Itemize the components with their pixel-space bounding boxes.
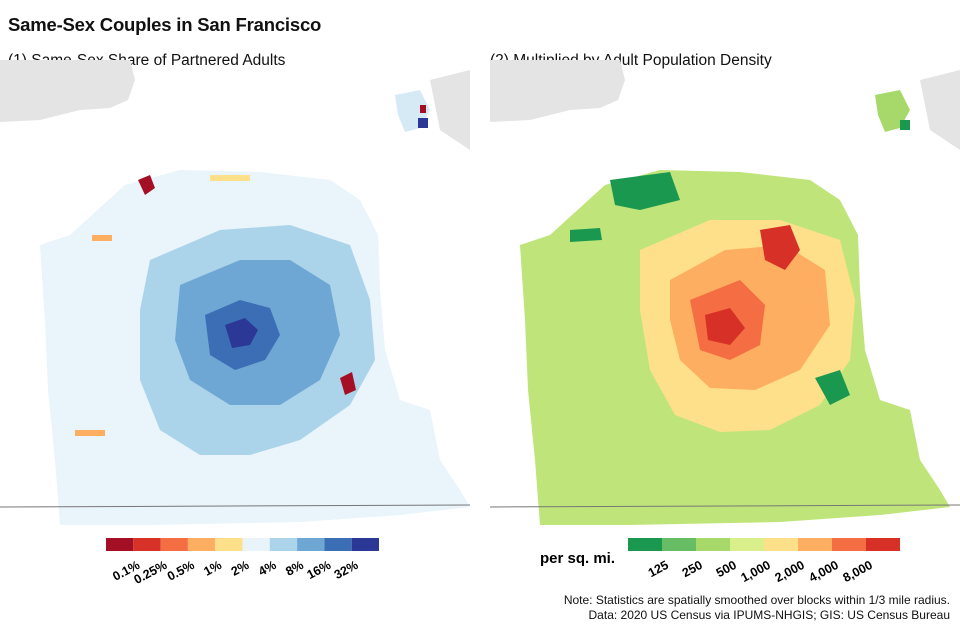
- legend-swatch: [764, 538, 798, 551]
- background-land: [490, 60, 960, 150]
- chart-title: Same-Sex Couples in San Francisco: [8, 14, 322, 35]
- legend-share: 0.1%0.25%0.5% 1% 2% 4% 8%16%32%: [106, 538, 379, 587]
- legend-tick-label: 250: [680, 558, 705, 580]
- county-line: [490, 504, 960, 508]
- legend-tick-label: 16%: [305, 558, 334, 582]
- legend-swatch: [832, 538, 866, 551]
- legend-tick-label: 2%: [229, 558, 252, 579]
- share-gradient: [140, 225, 375, 455]
- background-land: [0, 60, 470, 150]
- accent-blocks: [570, 172, 850, 405]
- map-density-weighted: [490, 60, 960, 525]
- legend-swatch: [662, 538, 696, 551]
- density-gradient: [640, 220, 855, 432]
- legend-tick-label: 8%: [283, 558, 306, 579]
- legend-tick-label: 4%: [256, 558, 279, 579]
- legend-swatch: [324, 538, 352, 551]
- legend-swatch: [133, 538, 161, 551]
- legend-tick-label: 0.5%: [165, 558, 197, 584]
- legend-swatch: [269, 538, 298, 551]
- legend-swatch: [242, 538, 270, 551]
- legend-swatch: [798, 538, 832, 551]
- legend-tick-label: 500: [714, 558, 739, 580]
- legend-tick-label: 1,000: [739, 558, 773, 585]
- legend-swatch: [297, 538, 325, 551]
- legend-swatch: [106, 538, 134, 551]
- legend-unit: per sq. mi.: [540, 550, 615, 567]
- accent-blocks: [75, 175, 356, 436]
- legend-swatch: [215, 538, 243, 551]
- island-shape: [395, 90, 430, 132]
- legend-swatch: [187, 538, 216, 551]
- note-line: Note: Statistics are spatially smoothed …: [563, 593, 950, 607]
- legend-tick-label: 2,000: [773, 558, 807, 585]
- legend-swatch: [696, 538, 730, 551]
- legend-tick-label: 1%: [201, 558, 224, 579]
- legend-tick-label: 125: [646, 558, 671, 580]
- legend-tick-label: 32%: [332, 558, 361, 582]
- source-line: Data: 2020 US Census via IPUMS-NHGIS; GI…: [588, 608, 950, 622]
- island-shape: [875, 90, 910, 132]
- legend-swatch: [351, 538, 379, 551]
- legend-density: per sq. mi. 125 250 500 1,000 2,000 4,000 8,000: [540, 538, 900, 585]
- legend-tick-label: 8,000: [841, 558, 875, 585]
- legend-swatch: [628, 538, 662, 551]
- legend-swatch: [866, 538, 900, 551]
- legend-swatch: [730, 538, 764, 551]
- county-line: [0, 504, 470, 508]
- legend-swatch: [160, 538, 188, 551]
- legend-tick-label: 4,000: [807, 558, 841, 585]
- map-same-sex-share: [0, 60, 470, 525]
